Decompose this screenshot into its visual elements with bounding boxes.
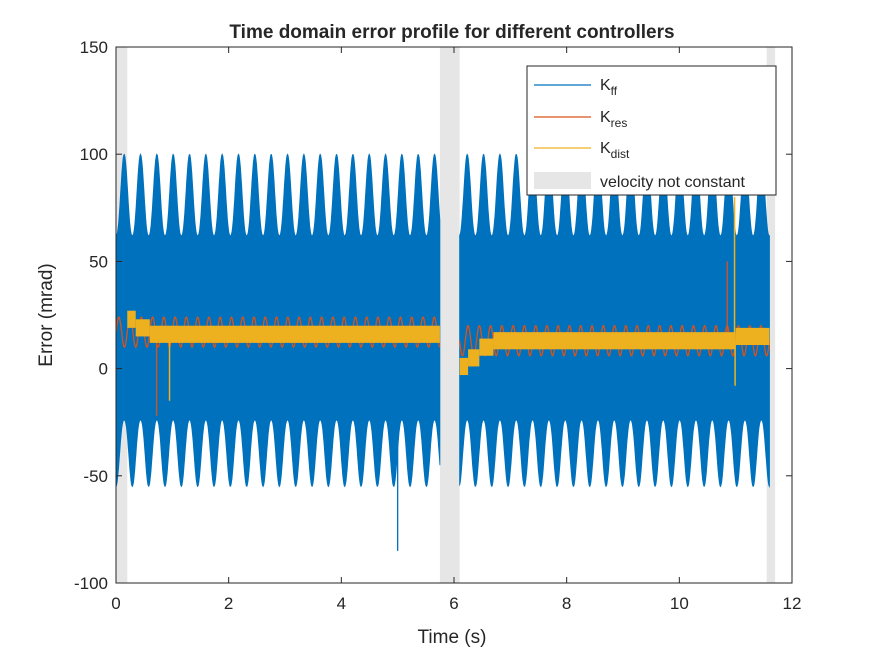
series-kdist-band [135,319,150,337]
y-tick-label: 150 [80,38,108,57]
y-tick-label: 100 [80,145,108,164]
legend-swatch-shaded [534,172,591,189]
ticks: 0 2 4 6 8 10 12 -100 -50 0 50 100 150 [74,38,801,613]
x-tick-label: 6 [449,594,458,613]
series-kdist-band [468,349,480,367]
x-tick-label: 8 [562,594,571,613]
x-tick-label: 2 [224,594,233,613]
y-tick-label: -50 [83,467,108,486]
series-kdist-band [735,327,770,346]
chart-title: Time domain error profile for different … [229,22,674,43]
series-kdist-band [127,310,136,328]
x-tick-label: 10 [670,594,689,613]
y-axis-label: Error (mrad) [36,263,57,366]
y-tick-label: 50 [89,252,108,271]
x-axis-label: Time (s) [418,627,487,648]
series-layer [116,153,771,551]
legend-label-shaded: velocity not constant [600,174,746,191]
shaded-region-3 [766,47,776,583]
x-tick-label: 0 [111,594,120,613]
y-tick-label: -100 [74,574,108,593]
shaded-region-2 [439,47,460,583]
y-tick-label: 0 [99,360,108,379]
series-kdist-band [493,332,736,350]
series-kdist-band [459,357,469,376]
series-kdist-band [479,338,494,356]
x-tick-label: 12 [783,594,802,613]
x-tick-label: 4 [337,594,346,613]
series-kdist-band [149,325,440,343]
